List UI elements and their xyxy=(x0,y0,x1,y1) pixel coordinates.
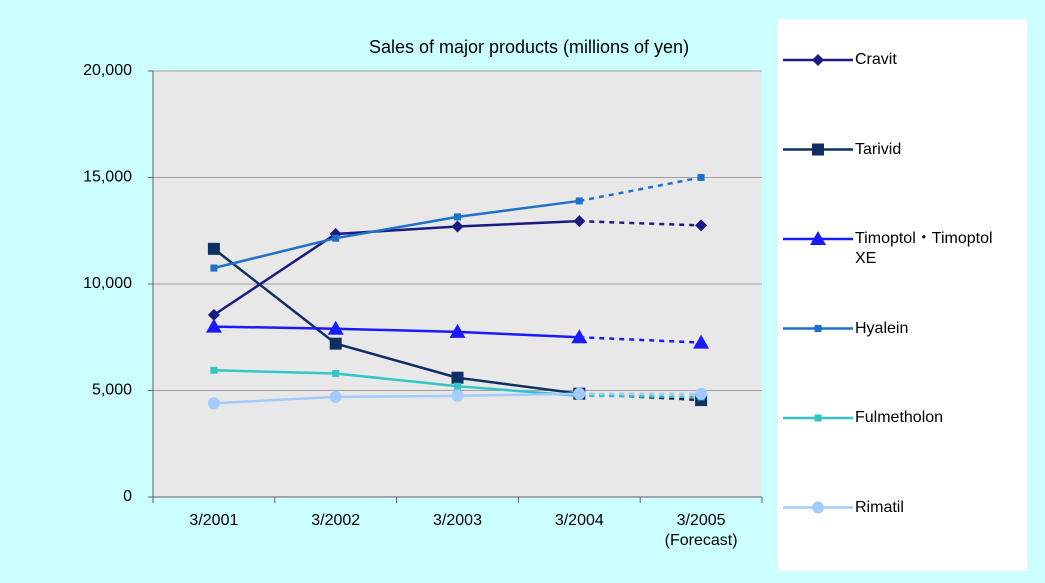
marker xyxy=(332,234,340,242)
marker xyxy=(451,371,464,384)
legend-label: Fulmetholon xyxy=(855,409,944,426)
marker xyxy=(327,320,344,335)
marker xyxy=(210,366,218,374)
marker xyxy=(814,325,822,332)
forecast-line xyxy=(579,176,702,203)
y-tick-label: 10,000 xyxy=(83,275,132,292)
series-line xyxy=(213,247,580,395)
series-line xyxy=(213,325,580,339)
x-tick-label: 3/2003 xyxy=(433,512,482,529)
marker xyxy=(454,213,461,221)
x-tick-label: 3/2001 xyxy=(189,512,239,529)
marker xyxy=(812,54,824,66)
marker xyxy=(207,397,220,410)
forecast-line xyxy=(579,394,702,399)
series-line xyxy=(213,369,580,398)
legend-label: Cravit xyxy=(855,51,897,68)
marker xyxy=(697,174,705,181)
marker xyxy=(451,389,464,402)
chart-title: Sales of major products (millions of yen… xyxy=(369,37,689,57)
marker xyxy=(810,231,826,245)
marker xyxy=(451,220,464,233)
marker xyxy=(449,323,466,338)
x-tick-label: 3/2004 xyxy=(554,512,604,529)
marker xyxy=(812,501,824,514)
marker xyxy=(695,387,708,400)
marker xyxy=(329,337,342,350)
marker xyxy=(695,219,708,232)
y-tick-label: 0 xyxy=(123,488,132,505)
marker xyxy=(207,242,220,255)
marker xyxy=(814,414,822,422)
legend-label: Rimatil xyxy=(855,498,904,516)
forecast-line xyxy=(579,336,702,344)
forecast-line xyxy=(579,219,702,227)
marker xyxy=(573,215,586,228)
y-tick-label: 5,000 xyxy=(92,382,132,399)
marker xyxy=(575,197,583,205)
marker xyxy=(329,390,342,403)
legend-label: Hyalein xyxy=(855,319,909,337)
marker xyxy=(210,264,218,272)
marker xyxy=(332,369,340,377)
series-line xyxy=(213,219,580,316)
legend-label: Tarivid xyxy=(855,140,902,158)
y-tick-label: 15,000 xyxy=(83,169,132,186)
series-line xyxy=(213,199,580,270)
legend-box xyxy=(778,19,1027,571)
series-line xyxy=(213,392,580,405)
marker xyxy=(205,318,222,333)
marker xyxy=(571,329,588,344)
x-tick-label: 3/2005 (Forecast) xyxy=(664,512,738,549)
marker xyxy=(573,387,586,400)
x-tick-label: 3/2002 xyxy=(311,512,361,529)
marker xyxy=(454,382,461,390)
marker xyxy=(812,143,824,156)
marker xyxy=(693,334,710,349)
y-tick-label: 20,000 xyxy=(83,62,132,79)
marker xyxy=(207,308,220,321)
legend-label: Timoptol・Timoptol XE xyxy=(855,230,993,267)
